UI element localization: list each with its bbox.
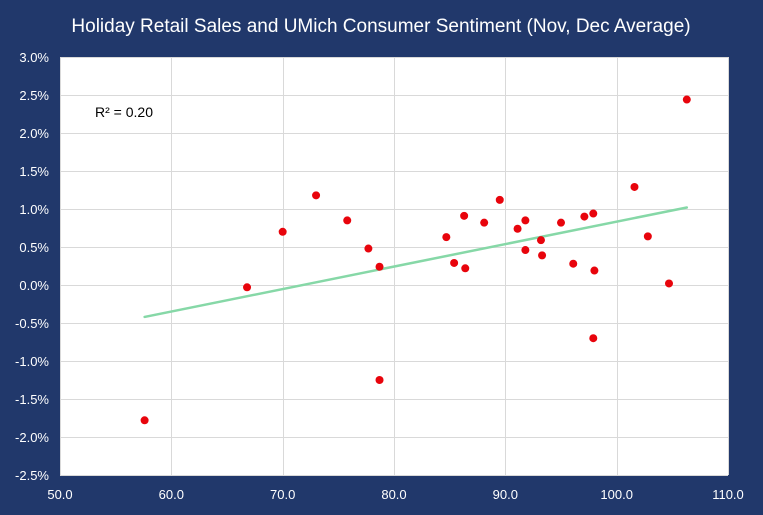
x-tick-label: 60.0 xyxy=(159,487,184,502)
scatter-point xyxy=(580,212,589,221)
scatter-point xyxy=(630,182,639,191)
x-axis-tick-labels: 50.0 60.0 70.0 80.0 90.0 100.0 110.0 xyxy=(47,487,743,502)
y-axis-tick-labels: -2.5% -2.0% -1.5% -1.0% -0.5% 0.0% 0.5% 1.0% 1.5… xyxy=(15,50,49,483)
scatter-point xyxy=(460,211,469,220)
y-tick-label: -2.5% xyxy=(15,468,49,483)
linear-trendline xyxy=(143,206,689,319)
y-tick-label: 1.0% xyxy=(19,202,49,217)
x-tick-label: 90.0 xyxy=(493,487,518,502)
x-tick-label: 110.0 xyxy=(712,487,744,502)
chart-title: Holiday Retail Sales and UMich Consumer … xyxy=(71,16,690,37)
y-tick-label: 2.0% xyxy=(19,126,49,141)
scatter-point xyxy=(664,279,673,288)
scatter-point xyxy=(140,416,149,425)
scatter-point xyxy=(557,218,565,227)
scatter-point xyxy=(521,246,530,255)
y-tick-label: -2.0% xyxy=(15,430,49,445)
y-tick-label: 1.5% xyxy=(19,164,49,179)
scatter-point xyxy=(569,259,578,268)
scatter-point xyxy=(682,95,691,104)
scatter-point xyxy=(643,232,652,241)
scatter-point xyxy=(461,264,470,273)
scatter-point xyxy=(442,233,451,242)
y-tick-label: 2.5% xyxy=(19,88,49,103)
scatter-point xyxy=(521,216,530,225)
scatter-point xyxy=(589,209,598,218)
y-tick-label: -0.5% xyxy=(15,316,49,331)
r-squared-annotation: R² = 0.20 xyxy=(95,104,153,120)
scatter-point xyxy=(375,376,384,384)
scatter-point xyxy=(513,224,522,233)
data-points xyxy=(140,95,691,425)
y-tick-label: 0.5% xyxy=(19,240,49,255)
x-tick-label: 50.0 xyxy=(47,487,72,502)
scatter-point xyxy=(590,266,599,275)
scatter-point xyxy=(243,283,252,292)
x-tick-label: 70.0 xyxy=(270,487,295,502)
scatter-point xyxy=(589,334,598,343)
scatter-point xyxy=(343,216,352,225)
scatter-point xyxy=(480,218,489,227)
y-tick-label: 0.0% xyxy=(19,278,49,293)
gridlines xyxy=(60,57,729,476)
y-tick-label: -1.0% xyxy=(15,354,49,369)
scatter-point xyxy=(536,236,545,245)
scatter-point xyxy=(364,244,373,253)
x-tick-label: 80.0 xyxy=(381,487,406,502)
scatter-point xyxy=(375,262,384,271)
scatter-point xyxy=(450,258,459,267)
y-tick-label: 3.0% xyxy=(19,50,49,65)
scatter-point xyxy=(495,195,504,204)
y-tick-label: -1.5% xyxy=(15,392,49,407)
scatter-point xyxy=(538,251,547,260)
trendline-layer xyxy=(143,206,689,319)
scatter-point xyxy=(312,191,321,200)
x-tick-label: 100.0 xyxy=(600,487,633,502)
scatter-point xyxy=(278,227,287,236)
